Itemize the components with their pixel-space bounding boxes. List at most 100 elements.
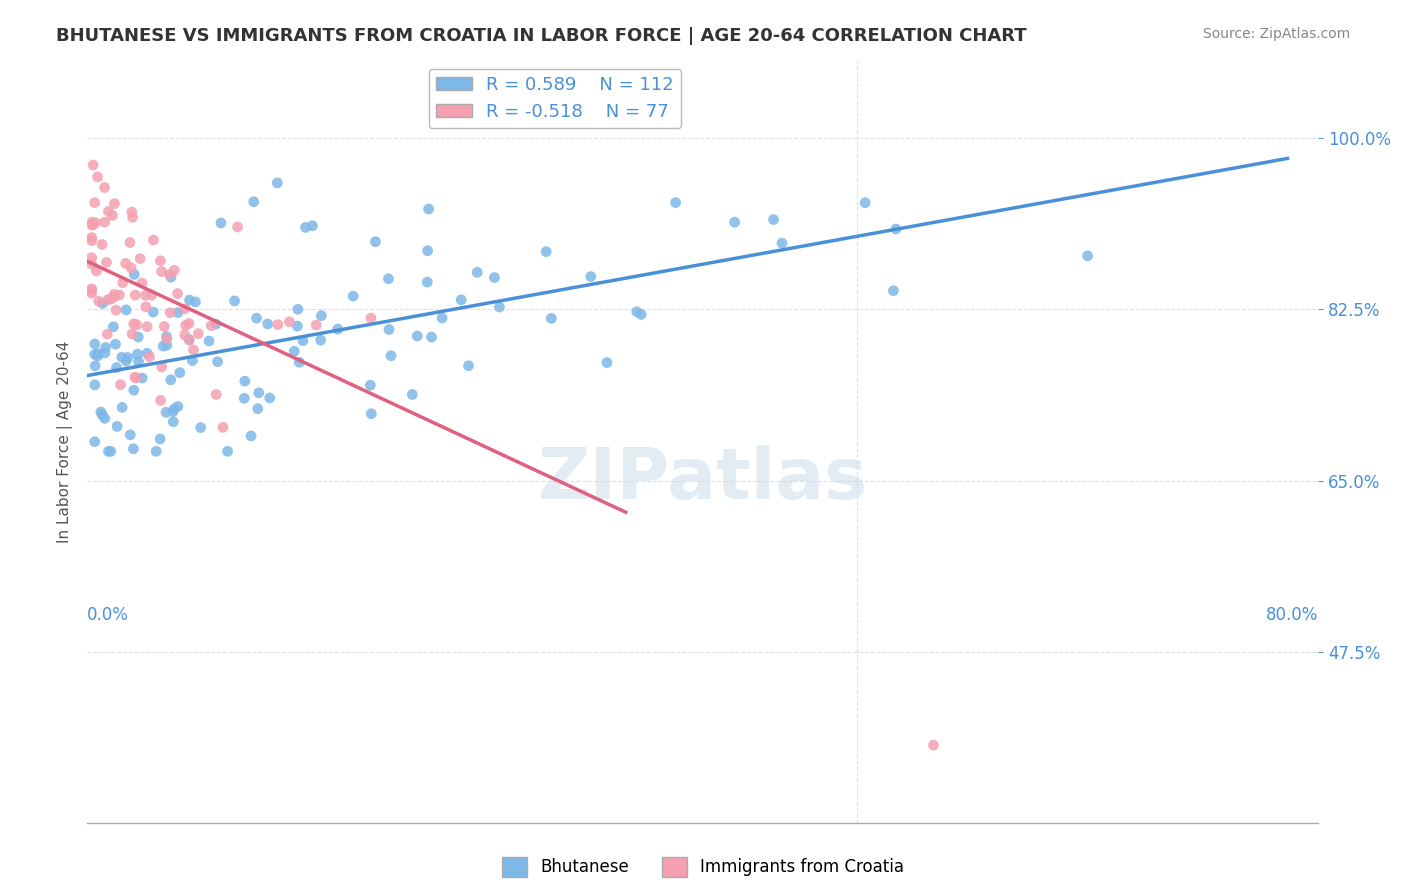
Point <box>167 400 190 414</box>
Legend: Bhutanese, Immigrants from Croatia: Bhutanese, Immigrants from Croatia <box>495 850 911 884</box>
Point <box>884 222 907 236</box>
Point <box>120 260 142 275</box>
Point <box>173 301 195 316</box>
Point <box>93 180 115 194</box>
Point <box>247 385 270 400</box>
Point <box>401 387 423 401</box>
Point <box>596 356 619 370</box>
Point <box>125 371 148 385</box>
Point <box>167 305 190 319</box>
Point <box>135 300 157 314</box>
Point <box>149 432 172 446</box>
Point <box>155 329 177 343</box>
Point <box>152 339 174 353</box>
Text: 80.0%: 80.0% <box>1265 606 1319 624</box>
Point <box>416 244 439 258</box>
Point <box>86 169 108 184</box>
Point <box>105 303 128 318</box>
Point <box>138 350 160 364</box>
Point <box>209 216 232 230</box>
Point <box>177 332 200 346</box>
Point <box>309 333 332 347</box>
Point <box>91 296 114 310</box>
Point <box>179 293 201 307</box>
Point <box>131 276 153 290</box>
Point <box>80 230 103 244</box>
Point <box>80 286 103 301</box>
Point <box>87 349 110 363</box>
Point <box>259 391 281 405</box>
Point <box>122 268 145 282</box>
Point <box>87 294 110 309</box>
Point <box>94 215 117 229</box>
Point <box>267 318 290 332</box>
Point <box>359 378 381 392</box>
Point <box>488 300 510 314</box>
Point <box>87 346 110 360</box>
Point <box>86 264 108 278</box>
Point <box>294 220 316 235</box>
Point <box>149 393 172 408</box>
Point <box>224 293 246 308</box>
Point <box>420 330 443 344</box>
Point <box>122 442 145 456</box>
Point <box>82 215 104 229</box>
Point <box>121 326 143 341</box>
Point <box>205 387 228 401</box>
Legend: R = 0.589    N = 112, R = -0.518    N = 77: R = 0.589 N = 112, R = -0.518 N = 77 <box>429 69 682 128</box>
Point <box>665 195 688 210</box>
Point <box>100 292 122 306</box>
Point <box>416 275 439 289</box>
Point <box>124 370 146 384</box>
Point <box>162 404 184 418</box>
Point <box>163 263 186 277</box>
Point <box>406 329 429 343</box>
Point <box>153 319 176 334</box>
Point <box>187 326 209 341</box>
Point <box>80 234 103 248</box>
Text: 0.0%: 0.0% <box>87 606 129 624</box>
Point <box>205 317 228 331</box>
Point <box>100 444 122 458</box>
Point <box>534 244 557 259</box>
Point <box>121 205 143 219</box>
Point <box>278 315 301 329</box>
Point <box>242 194 264 209</box>
Point <box>122 317 145 331</box>
Point <box>115 354 138 368</box>
Point <box>159 373 181 387</box>
Point <box>166 286 188 301</box>
Point <box>174 318 197 333</box>
Point <box>200 318 222 333</box>
Text: Source: ZipAtlas.com: Source: ZipAtlas.com <box>1202 27 1350 41</box>
Point <box>121 211 143 225</box>
Point <box>80 217 103 231</box>
Point <box>91 408 114 422</box>
Point <box>131 371 153 385</box>
Point <box>103 196 125 211</box>
Text: BHUTANESE VS IMMIGRANTS FROM CROATIA IN LABOR FORCE | AGE 20-64 CORRELATION CHAR: BHUTANESE VS IMMIGRANTS FROM CROATIA IN … <box>56 27 1026 45</box>
Point <box>125 318 148 332</box>
Point <box>305 318 328 332</box>
Point <box>360 407 382 421</box>
Point <box>160 270 183 285</box>
Point <box>103 319 125 334</box>
Point <box>183 343 205 357</box>
Point <box>226 219 249 234</box>
Point <box>540 311 562 326</box>
Point <box>626 305 648 319</box>
Point <box>246 401 269 416</box>
Point <box>103 287 125 301</box>
Point <box>377 272 399 286</box>
Point <box>150 264 173 278</box>
Point <box>155 405 177 419</box>
Point <box>630 307 652 321</box>
Point <box>90 405 112 419</box>
Point <box>97 293 120 307</box>
Point <box>94 411 117 425</box>
Point <box>111 350 134 364</box>
Point <box>108 288 131 302</box>
Point <box>142 305 165 319</box>
Point <box>179 333 201 347</box>
Point <box>245 311 267 326</box>
